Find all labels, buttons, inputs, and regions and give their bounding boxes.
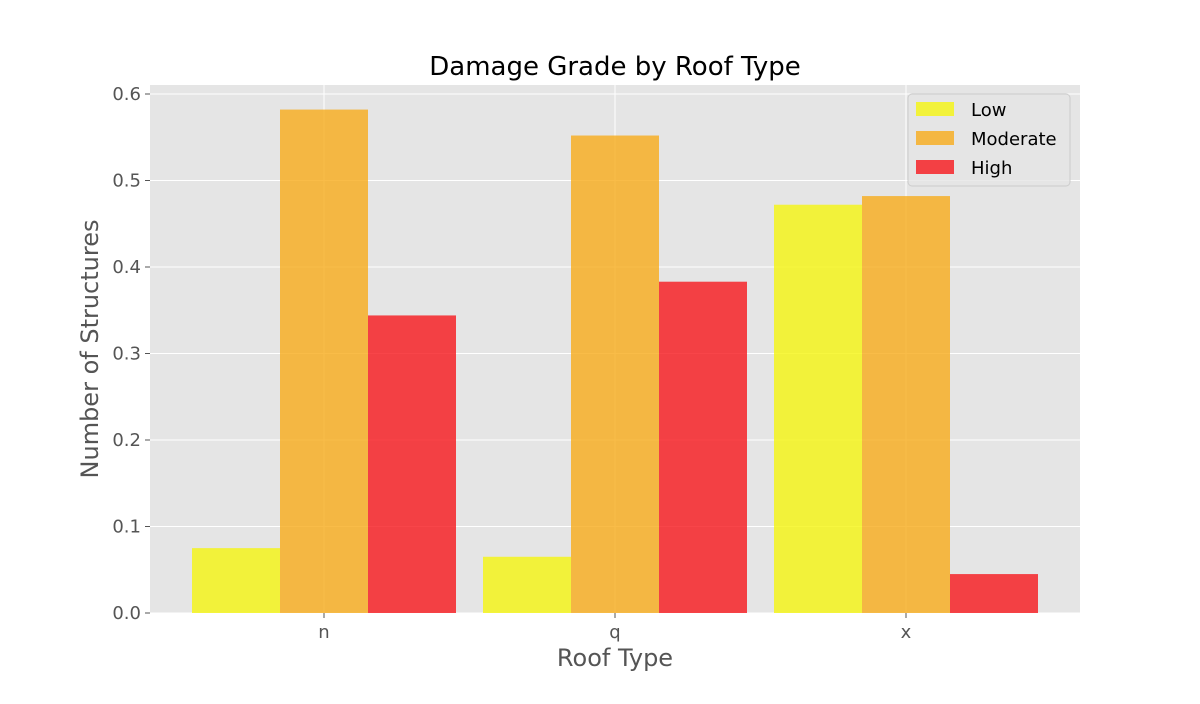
bars	[192, 109, 1038, 613]
x-tick-label: x	[901, 622, 912, 643]
y-axis-ticks: 0.0 0.1 0.2 0.3 0.4 0.5 0.6	[112, 84, 150, 624]
bar-low-n	[192, 548, 280, 613]
y-tick-label: 0.1	[112, 517, 141, 538]
legend-label-moderate: Moderate	[971, 129, 1057, 150]
y-tick-label: 0.2	[112, 430, 141, 451]
bar-high-q	[659, 281, 747, 613]
x-axis-label: Roof Type	[557, 644, 673, 672]
y-tick-label: 0.5	[112, 171, 141, 192]
chart-title: Damage Grade by Roof Type	[429, 52, 801, 82]
bar-moderate-n	[280, 109, 368, 613]
y-tick-label: 0.3	[112, 344, 141, 365]
bar-low-x	[774, 204, 862, 613]
bar-moderate-x	[862, 196, 950, 613]
legend: Low Moderate High	[907, 93, 1071, 187]
legend-swatch-high	[916, 160, 954, 174]
legend-label-high: High	[971, 158, 1012, 179]
y-axis-label: Number of Structures	[76, 220, 104, 479]
bar-low-q	[483, 556, 571, 613]
legend-swatch-moderate	[916, 131, 954, 145]
bar-moderate-q	[571, 135, 659, 613]
y-tick-label: 0.0	[112, 603, 141, 624]
y-tick-label: 0.6	[112, 84, 141, 105]
bar-high-n	[368, 315, 456, 613]
x-tick-label: n	[318, 622, 329, 643]
bar-high-x	[950, 574, 1038, 613]
y-tick-label: 0.4	[112, 257, 141, 278]
legend-label-low: Low	[971, 100, 1006, 121]
x-tick-label: q	[609, 622, 620, 643]
legend-swatch-low	[916, 102, 954, 116]
